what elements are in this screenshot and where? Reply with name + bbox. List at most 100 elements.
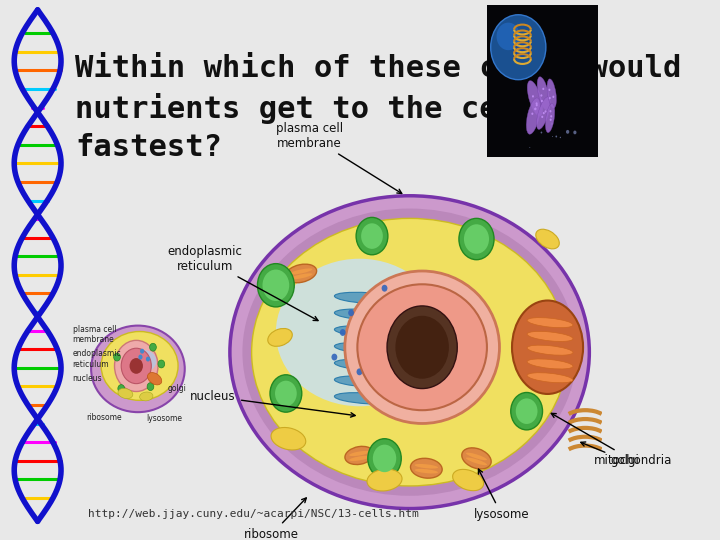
Ellipse shape <box>527 80 543 116</box>
Ellipse shape <box>289 273 312 280</box>
Ellipse shape <box>289 268 312 274</box>
Circle shape <box>387 306 457 389</box>
Text: lysosome: lysosome <box>146 414 182 423</box>
Circle shape <box>373 444 396 472</box>
Ellipse shape <box>453 469 484 491</box>
Circle shape <box>373 339 379 346</box>
Bar <box>487 5 598 157</box>
Circle shape <box>150 343 156 351</box>
Ellipse shape <box>462 448 491 469</box>
Ellipse shape <box>367 469 402 491</box>
Circle shape <box>541 87 544 89</box>
Circle shape <box>118 384 125 393</box>
Text: endoplasmic
reticulum: endoplasmic reticulum <box>73 349 122 369</box>
Circle shape <box>395 316 449 379</box>
Ellipse shape <box>334 326 401 338</box>
Ellipse shape <box>410 458 442 478</box>
Circle shape <box>541 115 542 118</box>
Circle shape <box>331 354 337 361</box>
Circle shape <box>368 438 401 478</box>
Ellipse shape <box>243 208 577 496</box>
Circle shape <box>541 107 544 109</box>
Ellipse shape <box>271 428 306 450</box>
Circle shape <box>531 111 533 113</box>
Circle shape <box>258 264 294 307</box>
Ellipse shape <box>251 218 567 486</box>
Ellipse shape <box>101 332 178 400</box>
Ellipse shape <box>527 373 573 383</box>
Ellipse shape <box>345 447 374 464</box>
Ellipse shape <box>527 345 573 355</box>
Text: ribosome: ribosome <box>86 413 122 422</box>
Text: mitochondria: mitochondria <box>552 413 672 467</box>
Circle shape <box>138 355 143 360</box>
Ellipse shape <box>466 457 487 465</box>
Circle shape <box>542 143 544 145</box>
Ellipse shape <box>527 318 573 328</box>
Circle shape <box>538 146 541 150</box>
Ellipse shape <box>512 301 583 394</box>
Circle shape <box>356 368 362 375</box>
Text: lysosome: lysosome <box>474 469 529 521</box>
Circle shape <box>531 134 532 135</box>
Ellipse shape <box>513 43 531 59</box>
Text: nutrients get to the center: nutrients get to the center <box>75 93 572 124</box>
Circle shape <box>541 96 544 98</box>
Circle shape <box>382 285 387 292</box>
Circle shape <box>555 124 557 125</box>
Text: nucleus: nucleus <box>190 390 355 417</box>
Circle shape <box>270 375 302 412</box>
Circle shape <box>114 340 158 392</box>
Circle shape <box>361 224 383 249</box>
Ellipse shape <box>276 259 443 406</box>
Circle shape <box>114 353 120 361</box>
Circle shape <box>510 393 543 430</box>
Ellipse shape <box>118 388 132 399</box>
Ellipse shape <box>536 97 550 130</box>
Ellipse shape <box>349 451 370 456</box>
Text: golgi: golgi <box>581 442 639 467</box>
Circle shape <box>130 358 143 374</box>
Ellipse shape <box>536 229 559 249</box>
Text: ribosome: ribosome <box>244 498 306 540</box>
Ellipse shape <box>527 332 573 341</box>
Ellipse shape <box>349 456 370 461</box>
Ellipse shape <box>230 196 590 509</box>
Ellipse shape <box>537 77 549 110</box>
Text: plasma cell
membrane: plasma cell membrane <box>276 122 402 193</box>
Ellipse shape <box>415 469 438 474</box>
Ellipse shape <box>133 350 156 372</box>
Circle shape <box>491 15 546 80</box>
Circle shape <box>390 314 396 321</box>
Circle shape <box>542 99 544 101</box>
Circle shape <box>263 269 289 301</box>
Ellipse shape <box>345 271 500 423</box>
Circle shape <box>552 91 554 93</box>
Ellipse shape <box>140 392 153 401</box>
Ellipse shape <box>334 359 401 371</box>
Circle shape <box>536 104 538 106</box>
Circle shape <box>534 96 536 99</box>
Circle shape <box>275 381 297 406</box>
Ellipse shape <box>545 104 554 133</box>
Ellipse shape <box>334 342 401 354</box>
Text: endoplasmic
reticulum: endoplasmic reticulum <box>167 245 318 321</box>
Circle shape <box>552 117 554 119</box>
Ellipse shape <box>148 373 162 385</box>
Text: golgi: golgi <box>167 383 186 393</box>
Ellipse shape <box>547 79 557 108</box>
Circle shape <box>540 110 542 112</box>
Circle shape <box>497 23 520 50</box>
Circle shape <box>464 224 489 254</box>
Circle shape <box>548 105 550 108</box>
Ellipse shape <box>91 326 185 412</box>
Ellipse shape <box>334 393 401 404</box>
Circle shape <box>158 360 165 368</box>
Text: plasma cell
membrane: plasma cell membrane <box>73 325 117 344</box>
Circle shape <box>340 329 346 336</box>
Ellipse shape <box>527 359 573 369</box>
Ellipse shape <box>334 376 401 388</box>
Circle shape <box>551 88 552 90</box>
Circle shape <box>398 298 404 305</box>
Circle shape <box>534 112 536 114</box>
